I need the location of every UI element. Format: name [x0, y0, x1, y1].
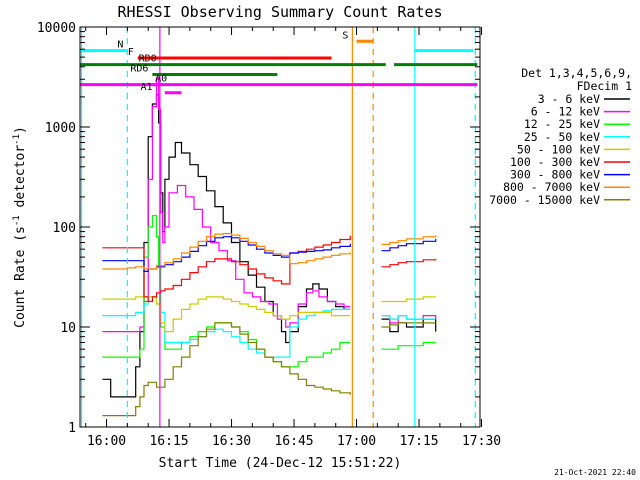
legend-label: 7000 - 15000 keV	[489, 193, 600, 207]
state-bar-label: S	[342, 30, 348, 41]
y-axis-label-sup: -1	[12, 134, 22, 145]
x-tick-label: 16:45	[274, 434, 313, 449]
series-line	[381, 238, 437, 252]
series-line	[102, 233, 351, 270]
state-bar-label: A0	[155, 74, 167, 85]
x-tick-label: 16:30	[212, 434, 251, 449]
legend-label: 12 - 25 keV	[524, 117, 600, 131]
series-line	[381, 322, 436, 328]
y-tick-label: 100	[53, 221, 76, 236]
x-tick-label: 16:15	[149, 434, 188, 449]
state-bar-a1: A1	[140, 82, 182, 95]
y-axis-ticks: 1 10 100 1000 10000	[37, 21, 480, 436]
legend-item-3-6-kev: 3 - 6 keV	[538, 92, 630, 106]
state-bar-label: F	[128, 47, 134, 58]
y-axis-label-part: Count Rate (s	[13, 226, 28, 328]
y-axis-label: Count Rate (s-1 detector-1)	[12, 126, 28, 328]
legend-item-6-12-kev: 6 - 12 keV	[531, 105, 630, 119]
series-line	[102, 296, 351, 358]
series-line	[102, 94, 351, 398]
state-bar-label: A1	[140, 82, 152, 93]
series-25-50-kev	[102, 296, 436, 358]
state-bar-f: F	[128, 47, 332, 60]
state-bar-label: N	[117, 40, 123, 51]
x-tick-label: 17:15	[399, 434, 438, 449]
series-line	[381, 258, 437, 268]
x-axis-ticks: 16:00 16:15 16:30 16:45 17:00 17:15 17:30	[85, 27, 501, 449]
legend-item-25-50-kev: 25 - 50 keV	[524, 130, 630, 144]
y-tick-label: 1000	[45, 121, 76, 136]
series-line	[381, 341, 436, 350]
legend-item-12-25-kev: 12 - 25 keV	[524, 117, 630, 131]
series-line	[381, 296, 436, 303]
legend-label: 800 - 7000 keV	[503, 180, 600, 194]
x-tick-label: 17:30	[462, 434, 501, 449]
series-line	[102, 296, 351, 333]
y-axis-label-sup: -1	[12, 215, 22, 226]
legend-label: 300 - 800 keV	[510, 168, 600, 182]
series-800-7000-kev	[102, 233, 437, 270]
series-line	[381, 235, 437, 245]
state-bar-label: RD6	[130, 63, 148, 74]
x-axis-label: Start Time (24-Dec-12 15:51:22)	[159, 456, 402, 471]
series-line	[102, 215, 351, 368]
legend-header-line1: Det 1,3,4,5,6,9,	[521, 66, 632, 80]
chart-title: RHESSI Observing Summary Count Rates	[117, 3, 442, 21]
series-line	[102, 235, 351, 303]
series-line	[102, 236, 351, 272]
state-bar-n: N	[80, 40, 474, 53]
series-line	[102, 322, 351, 417]
legend-item-300-800-kev: 300 - 800 keV	[510, 168, 630, 182]
series-line	[381, 315, 436, 320]
y-axis-label-part: detector	[13, 145, 28, 216]
state-bar-label: RD0	[139, 54, 157, 65]
legend-label: 3 - 6 keV	[538, 92, 600, 106]
legend-label: 100 - 300 keV	[510, 155, 600, 169]
state-bar-a0: A0	[80, 74, 478, 87]
state-bar-rd0: RD0	[80, 54, 478, 67]
y-tick-label: 1	[68, 421, 76, 436]
legend-label: 50 - 100 keV	[517, 142, 600, 156]
y-tick-label: 10000	[37, 21, 76, 36]
timestamp: 21-Oct-2021 22:40	[554, 468, 636, 477]
series-100-300-kev	[102, 235, 437, 303]
x-tick-label: 16:00	[87, 434, 126, 449]
legend-label: 6 - 12 keV	[531, 105, 600, 119]
legend-label: 25 - 50 keV	[524, 130, 600, 144]
legend-item-800-7000-kev: 800 - 7000 keV	[503, 180, 630, 194]
legend-item-100-300-kev: 100 - 300 keV	[510, 155, 630, 169]
series-line	[102, 77, 351, 333]
legend-item-7000-15000-kev: 7000 - 15000 keV	[489, 193, 630, 207]
x-tick-label: 17:00	[337, 434, 376, 449]
series-300-800-kev	[102, 236, 437, 272]
series-6-12-kev	[102, 77, 437, 333]
y-tick-label: 10	[60, 321, 76, 336]
legend-header-line2: FDecim 1	[577, 79, 632, 93]
series-7000-15000-kev	[102, 322, 436, 417]
state-bar-rd6: RD6	[130, 63, 278, 76]
series-12-25-kev	[102, 215, 436, 368]
legend-item-50-100-kev: 50 - 100 keV	[517, 142, 630, 156]
series-layer	[102, 77, 437, 417]
state-bar-s: S	[342, 30, 374, 43]
y-axis-label-part: )	[13, 126, 28, 134]
